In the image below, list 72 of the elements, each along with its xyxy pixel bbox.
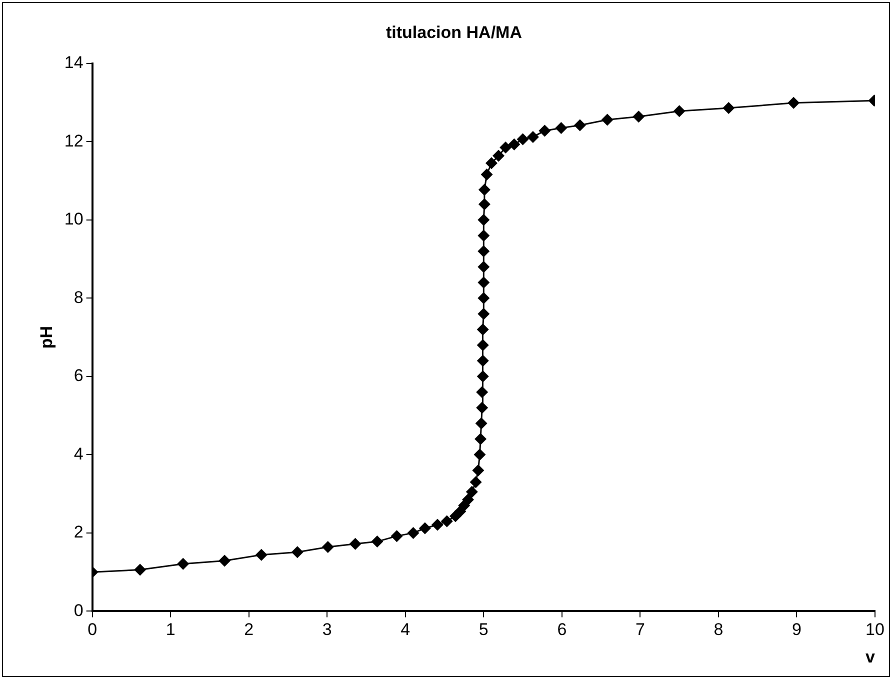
- x-tick-label: 0: [88, 620, 98, 640]
- point: [508, 138, 520, 150]
- x-tick-label: 5: [478, 620, 488, 640]
- point: [632, 110, 645, 123]
- point: [516, 133, 529, 146]
- x-tick-label: 1: [166, 620, 176, 640]
- point: [476, 386, 488, 398]
- point: [476, 354, 489, 367]
- point: [555, 122, 568, 134]
- y-tick-label: 10: [64, 210, 84, 229]
- point: [472, 464, 484, 476]
- point: [500, 142, 512, 154]
- point: [476, 323, 489, 336]
- point: [322, 541, 334, 554]
- point: [462, 494, 474, 506]
- y-axis-title: pH: [36, 326, 56, 349]
- point: [478, 245, 490, 258]
- point: [538, 124, 551, 137]
- point: [349, 538, 362, 550]
- point: [390, 530, 403, 542]
- point: [478, 292, 490, 304]
- y-tick-label: 6: [74, 366, 84, 386]
- point: [478, 230, 490, 242]
- chart-title: titulacion HA/MA: [386, 22, 522, 42]
- point: [478, 184, 490, 196]
- y-tick-label: 8: [74, 288, 84, 307]
- point: [478, 308, 490, 320]
- point: [218, 554, 231, 567]
- x-tick-label: 4: [400, 620, 410, 640]
- point: [788, 96, 800, 109]
- x-tick-label: 3: [322, 620, 332, 640]
- point: [177, 558, 190, 570]
- y-tick-label: 4: [74, 444, 84, 464]
- point: [134, 564, 146, 576]
- x-tick-label: 6: [557, 620, 567, 640]
- x-tick-label: 7: [635, 620, 645, 640]
- point: [476, 402, 488, 414]
- point: [476, 339, 489, 352]
- point: [431, 518, 444, 531]
- y-tick-label: 0: [74, 600, 84, 620]
- point: [722, 102, 735, 114]
- point: [440, 515, 453, 528]
- point: [478, 214, 490, 226]
- point: [474, 433, 487, 446]
- point: [476, 370, 489, 382]
- point: [478, 260, 490, 273]
- x-tick-label: 2: [244, 620, 254, 640]
- point: [466, 486, 478, 498]
- point: [475, 417, 488, 430]
- x-axis-title: v: [866, 647, 876, 666]
- x-tick-label: 10: [866, 620, 884, 640]
- x-tick-label: 8: [714, 620, 724, 640]
- point: [480, 168, 493, 181]
- x-tick-label: 9: [792, 620, 802, 640]
- point: [492, 150, 505, 162]
- point: [291, 546, 304, 558]
- point: [255, 548, 268, 561]
- point: [601, 114, 614, 126]
- point: [478, 276, 490, 289]
- y-tick-label: 12: [64, 131, 84, 150]
- point: [574, 119, 586, 132]
- point: [407, 526, 420, 539]
- point: [673, 105, 686, 118]
- y-tick-label: 14: [64, 53, 84, 72]
- point: [418, 522, 431, 534]
- point: [478, 198, 490, 210]
- point: [474, 448, 486, 461]
- y-tick-label: 2: [74, 522, 84, 542]
- point: [485, 157, 498, 170]
- point: [371, 536, 384, 548]
- point: [526, 130, 539, 143]
- point: [470, 476, 482, 488]
